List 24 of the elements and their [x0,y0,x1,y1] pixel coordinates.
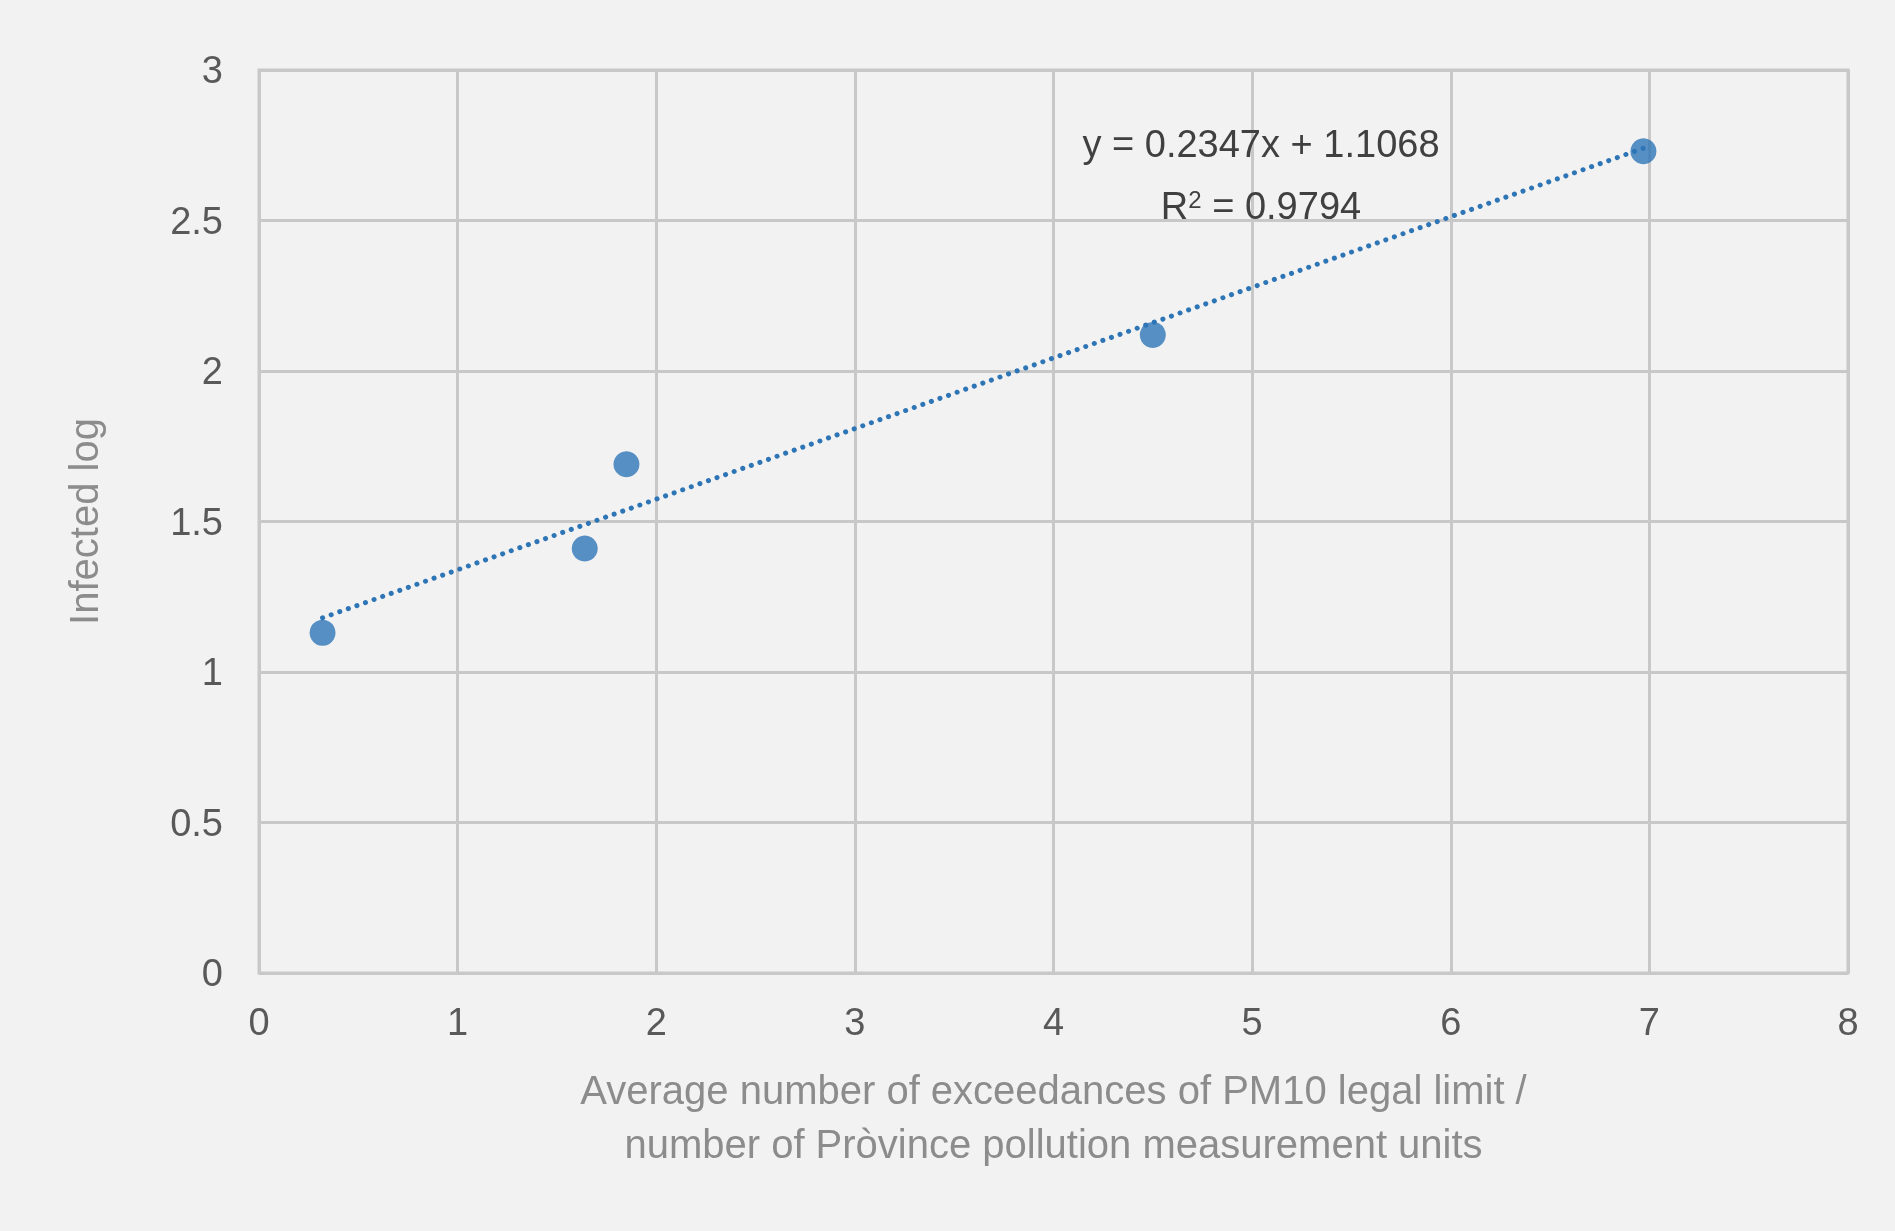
x-tick-label: 7 [1638,1001,1660,1043]
y-tick-label: 3 [201,49,223,91]
x-tick-label: 5 [1241,1001,1263,1043]
x-tick-label: 4 [1042,1001,1065,1043]
point [571,535,598,562]
point [1630,138,1657,165]
x-tick-label: 8 [1837,1001,1859,1043]
x-tick-label: 0 [248,1001,270,1043]
y-tick-label: 2.5 [170,199,223,242]
x-tick-label: 3 [844,1001,866,1043]
x-tick-label: 1 [447,1001,469,1043]
x-tick-label: 6 [1440,1001,1462,1043]
y-tick-label: 0.5 [170,801,223,844]
point [1139,321,1166,348]
point [613,451,640,478]
y-tick-label: 1 [201,651,223,693]
x-tick-label: 2 [645,1001,667,1043]
y-tick-label: 0 [201,952,223,994]
y-axis-title: Infected log [62,418,106,625]
y-tick-label: 1.5 [170,500,223,543]
x-axis-title: Average number of exceedances of PM10 legal limit / number of Pròvince pollution measurement units [580,1068,1528,1166]
annotation: y = 0.2347x + 1.1068 [1082,123,1440,165]
y-tick-label: 2 [201,350,223,392]
point [309,619,336,646]
